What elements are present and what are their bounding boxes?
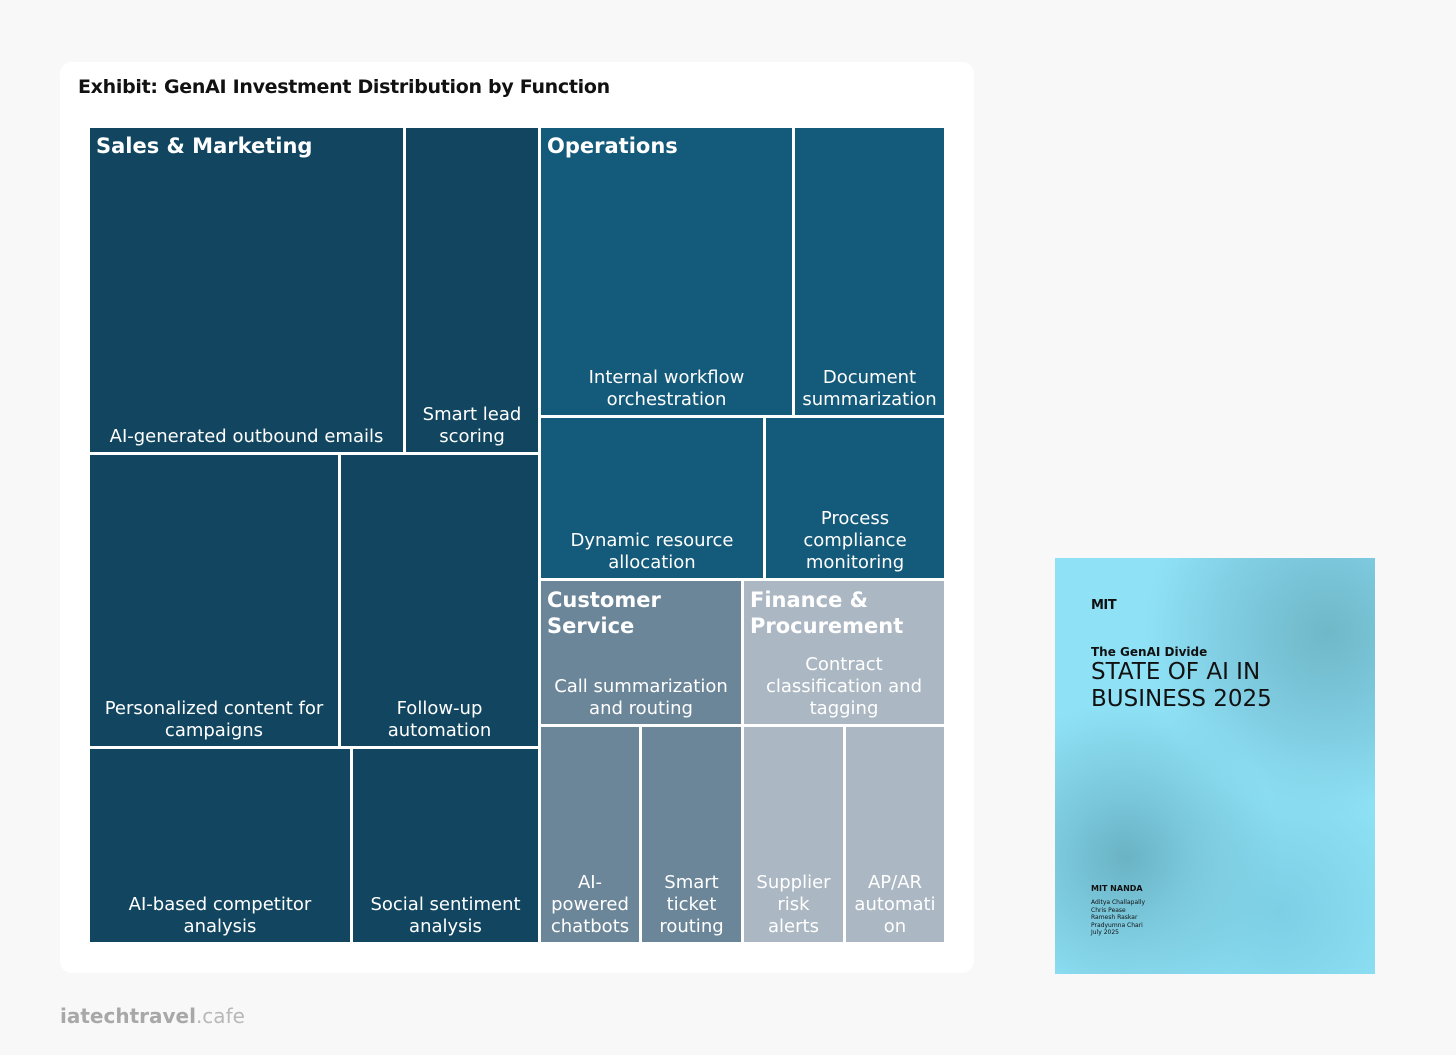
footer-suffix: .cafe [195,1004,245,1028]
treemap-cell: Social sentiment analysis [353,749,538,942]
cover-kicker: The GenAI Divide [1091,645,1208,659]
cover-author: Ramesh Raskar [1091,914,1138,921]
group-label: Customer Service [547,588,661,638]
cover-author: Pradyumna Chari [1091,921,1143,929]
treemap-cell: Smart ticket routing [642,727,741,942]
treemap-cell: AP/AR automation [846,727,944,942]
treemap-cell: AI-powered chatbots [541,727,639,942]
group-label: Operations [547,134,678,158]
treemap-cell: Internal workflow orchestration [541,128,792,415]
treemap-cell: Supplier risk alerts [744,727,843,942]
treemap-cell: Smart lead scoring [406,128,538,452]
cover-authors: Aditya Challapally Chris Pease Ramesh Rask… [1091,899,1145,937]
group-label: Finance & Procurement [750,588,904,638]
cover-author: Aditya Challapally [1091,899,1146,906]
cover-logo: MIT [1091,598,1117,613]
footer: iatechtravel.cafe [60,1004,245,1028]
cover-author: Chris Pease [1091,906,1126,914]
footer-brand: iatechtravel [60,1004,196,1028]
group-label: Sales & Marketing [96,134,313,158]
treemap-cell: Call summarization and routing [541,581,741,724]
treemap-cell: AI-generated outbound emails [90,128,403,452]
treemap-cell: Process compliance monitoring [766,418,944,578]
cover-heading: STATE OF AI IN BUSINESS 2025 [1091,659,1272,712]
exhibit-title: Exhibit: GenAI Investment Distribution b… [78,76,610,98]
report-cover: MIT The GenAI Divide STATE OF AI IN BUSI… [1055,558,1375,974]
cover-date: July 2025 [1091,929,1119,936]
cover-org: MIT NANDA [1091,884,1143,893]
treemap-cell: Contract classification and tagging [744,581,944,724]
treemap-cell: AI-based competitor analysis [90,749,350,942]
treemap-cell: Personalized content for campaigns [90,455,338,746]
treemap-cell: Dynamic resource allocation [541,418,763,578]
treemap-cell: Document summarization [795,128,944,415]
treemap-cell: Follow-up automation [341,455,538,746]
